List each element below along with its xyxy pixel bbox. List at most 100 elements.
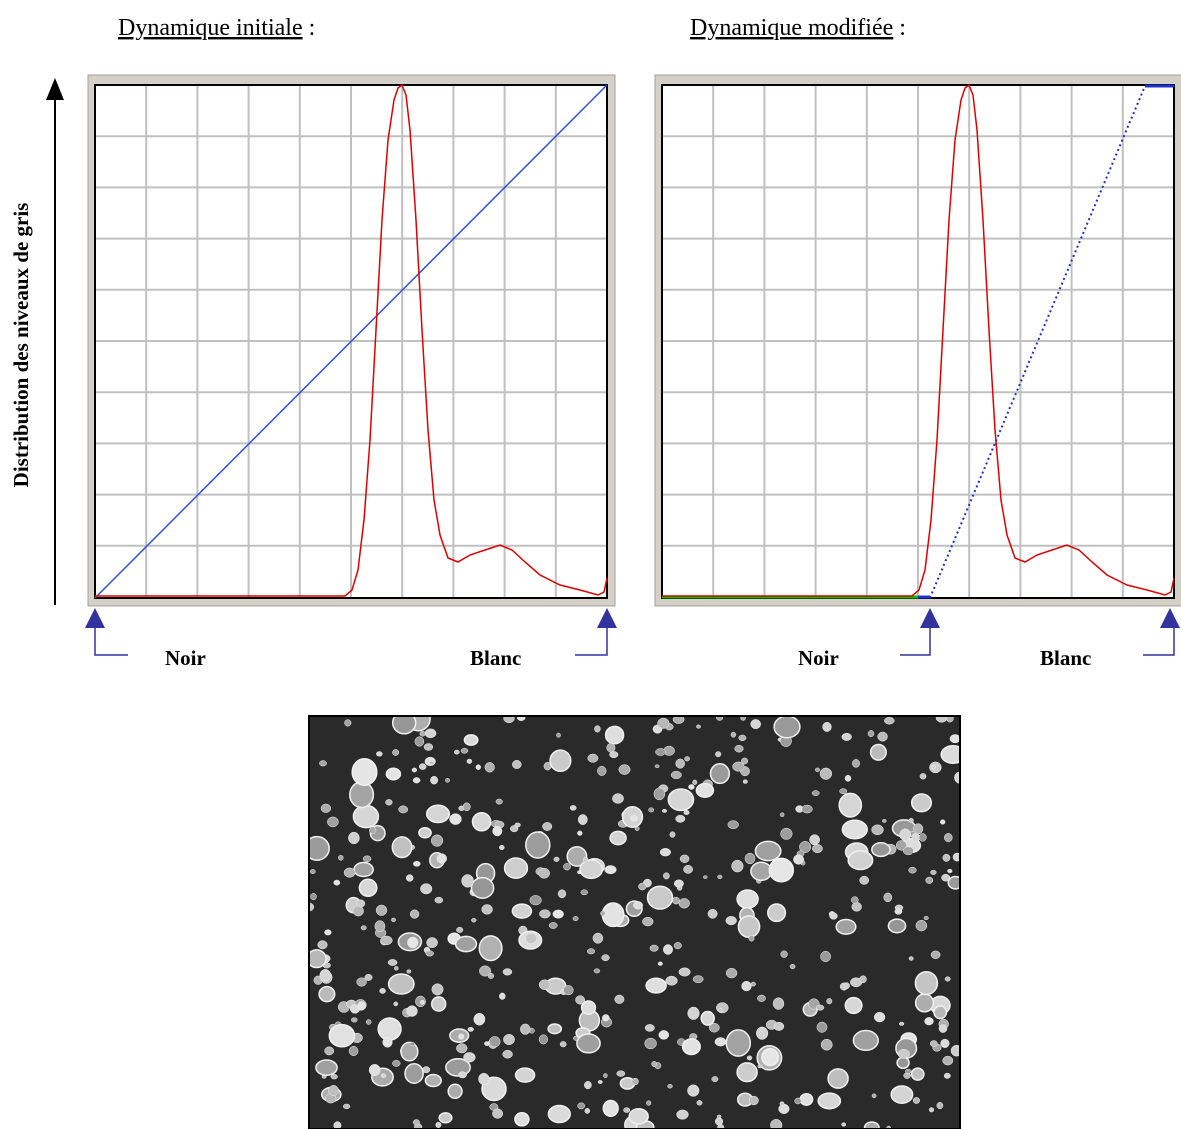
particle [905, 1068, 912, 1074]
particle [736, 1062, 758, 1083]
particle [817, 1092, 842, 1110]
particle [602, 1014, 610, 1022]
particle [593, 968, 601, 974]
particle [503, 716, 515, 724]
particle [374, 920, 386, 933]
particle [915, 919, 928, 932]
particle [914, 993, 935, 1013]
particle [780, 827, 793, 840]
particle [883, 892, 893, 903]
particle [732, 761, 745, 772]
particle [727, 820, 739, 830]
particle [703, 875, 708, 879]
particle [462, 802, 471, 812]
particle [756, 1026, 769, 1040]
particle [479, 965, 492, 977]
particle [409, 909, 420, 919]
blanc-label: Blanc [470, 646, 521, 670]
particle [618, 764, 631, 775]
particle [309, 869, 316, 875]
particle [748, 935, 755, 942]
particle [594, 725, 601, 733]
particle [473, 1012, 486, 1026]
particle [392, 749, 400, 756]
particle [449, 813, 462, 825]
particle [391, 917, 396, 923]
particle [642, 916, 654, 927]
particle [327, 816, 339, 828]
particle [741, 757, 749, 765]
particle [328, 1023, 356, 1048]
particle [606, 743, 616, 753]
particle [715, 751, 722, 758]
particle [481, 904, 493, 915]
particle [902, 846, 914, 856]
particle [556, 732, 561, 738]
particle [584, 1108, 591, 1114]
particle [375, 904, 388, 916]
particle [430, 996, 447, 1012]
particle [629, 815, 638, 822]
particle [911, 832, 921, 843]
particle [761, 1048, 780, 1067]
particle [859, 975, 867, 984]
particle [614, 994, 625, 1004]
particle [936, 1102, 944, 1110]
particle [360, 925, 367, 931]
particle [365, 1019, 372, 1025]
particle [692, 779, 698, 785]
particle [748, 1095, 759, 1106]
particle [597, 765, 607, 776]
particle [420, 883, 433, 895]
particle [563, 863, 571, 871]
particle [930, 869, 937, 875]
blanc-label: Blanc [1040, 646, 1091, 670]
particle [603, 1073, 608, 1079]
particle [681, 1038, 701, 1056]
particle [852, 1029, 879, 1052]
particle [816, 1004, 825, 1011]
particle [950, 1044, 960, 1057]
particle [467, 1027, 474, 1032]
particle [829, 912, 838, 920]
particle [552, 909, 564, 919]
particle [844, 774, 852, 782]
particle [835, 918, 857, 935]
particle [809, 834, 820, 846]
particle [423, 743, 434, 751]
particle [604, 725, 625, 745]
particle [538, 867, 550, 879]
particle [918, 833, 927, 842]
particle [458, 1071, 467, 1079]
particle [736, 889, 759, 909]
particle [418, 827, 432, 839]
panel-title: Dynamique modifiée : [690, 15, 906, 41]
particle [867, 730, 875, 738]
particle [503, 857, 529, 879]
particle [582, 856, 589, 863]
particle [438, 1112, 453, 1124]
particle [678, 898, 690, 909]
particle [407, 936, 419, 949]
particle [380, 1073, 387, 1079]
particle [538, 1034, 548, 1045]
particle [648, 807, 655, 813]
particle [456, 926, 464, 933]
particle [869, 743, 887, 761]
particle [348, 1045, 359, 1057]
particle [600, 910, 606, 917]
particle [714, 1117, 724, 1126]
particle [687, 1084, 700, 1097]
particle [929, 1040, 938, 1047]
particle [644, 1024, 655, 1032]
particle [557, 889, 567, 899]
particle [348, 831, 360, 845]
particle [877, 731, 888, 742]
particle [358, 878, 378, 898]
particle [387, 959, 398, 966]
particle [609, 751, 619, 759]
particle [484, 1041, 490, 1046]
particle [949, 734, 960, 744]
particle [646, 885, 674, 910]
particle [315, 1059, 338, 1076]
